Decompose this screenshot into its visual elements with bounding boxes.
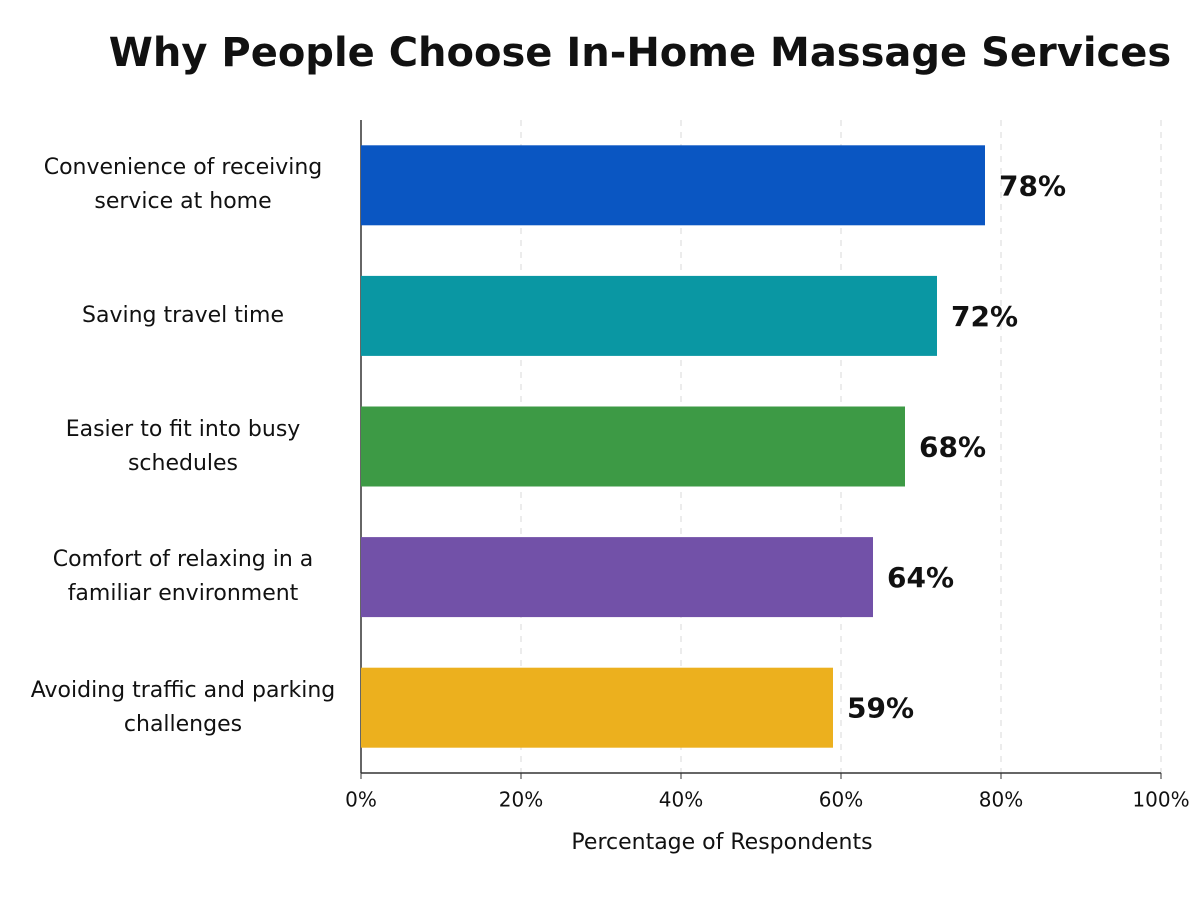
x-tick-label: 80% — [979, 788, 1023, 812]
x-tick-label: 100% — [1132, 788, 1189, 812]
bar — [361, 275, 937, 356]
y-tick-label: Saving travel time — [82, 302, 284, 328]
y-tick-label: Comfort of relaxing in a familiar enviro… — [52, 547, 314, 607]
y-tick-label: Avoiding traffic and parking challenges — [30, 677, 336, 737]
value-label: 59% — [847, 692, 914, 725]
bar — [361, 537, 873, 618]
bar — [361, 667, 833, 748]
y-tick-label: Easier to fit into busy schedules — [65, 416, 301, 476]
y-tick-label: Convenience of receiving service at home — [43, 155, 323, 215]
x-axis-label: Percentage of Respondents — [571, 830, 872, 855]
value-label: 72% — [951, 300, 1018, 333]
x-tick-label: 20% — [499, 788, 543, 812]
value-label: 64% — [887, 561, 954, 594]
chart-title: Why People Choose In-Home Massage Servic… — [109, 30, 1171, 76]
bar — [361, 406, 905, 487]
value-label: 78% — [999, 169, 1066, 202]
x-tick-label: 40% — [659, 788, 703, 812]
x-tick-label: 60% — [819, 788, 863, 812]
x-tick-label: 0% — [345, 788, 377, 812]
value-label: 68% — [919, 431, 986, 464]
bar — [361, 145, 985, 226]
